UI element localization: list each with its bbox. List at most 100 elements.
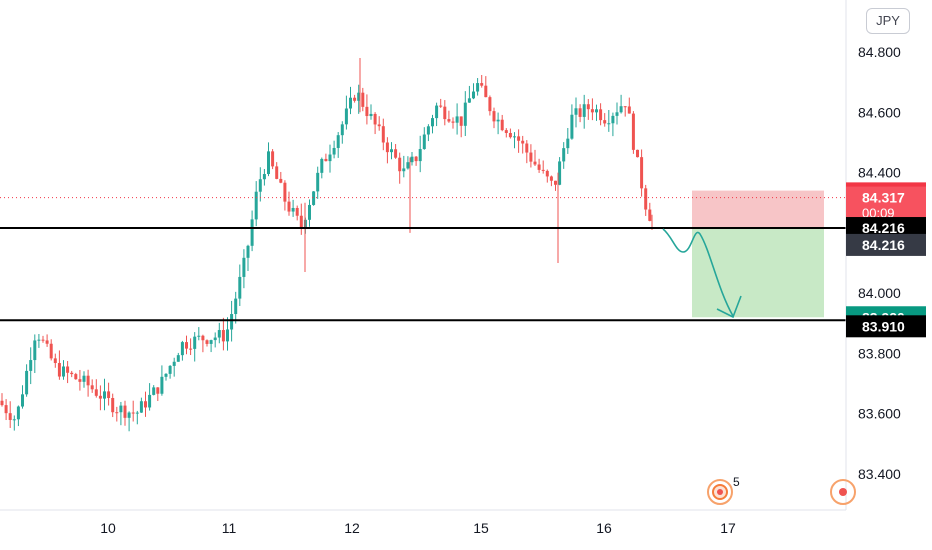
candle-body xyxy=(615,112,619,116)
candle-body xyxy=(94,389,98,396)
candle-body xyxy=(37,339,41,341)
candle-body xyxy=(320,158,324,173)
candle-body xyxy=(172,361,176,366)
candle-body xyxy=(295,207,299,216)
candle-body xyxy=(49,343,53,359)
candle-body xyxy=(463,102,467,126)
candle-body xyxy=(500,119,504,131)
candle-body xyxy=(631,113,635,150)
candle-body xyxy=(496,119,500,122)
candle-body xyxy=(541,169,545,171)
price-badge-label: 83.910 xyxy=(862,318,905,334)
candle-body xyxy=(627,106,631,114)
candle-body xyxy=(611,115,615,124)
candle-body xyxy=(271,151,275,167)
candle-body xyxy=(53,358,57,364)
price-badge xyxy=(846,186,926,223)
candle-body xyxy=(205,340,209,344)
candle-body xyxy=(279,178,283,183)
price-badge-label: 84.216 xyxy=(862,237,905,253)
candle-body xyxy=(291,207,295,212)
candle-body xyxy=(185,342,188,349)
candle-body xyxy=(418,149,422,162)
candle-body xyxy=(287,201,291,212)
candle-body xyxy=(90,385,94,390)
x-tick-label: 17 xyxy=(720,520,736,536)
candle-body xyxy=(373,113,377,125)
candle-body xyxy=(562,148,566,162)
candle-body xyxy=(267,151,270,175)
candle-body xyxy=(332,147,336,155)
candle-body xyxy=(103,391,106,399)
candle-body xyxy=(488,97,492,112)
candle-body xyxy=(582,104,586,117)
candle-body xyxy=(131,412,135,414)
take-profit-zone[interactable] xyxy=(692,228,824,318)
candle-body xyxy=(447,119,451,122)
candle-body xyxy=(98,395,102,399)
candle-body xyxy=(41,339,45,341)
candle-body xyxy=(508,132,512,138)
candle-body xyxy=(25,370,29,395)
candle-body xyxy=(119,405,123,413)
stop-loss-zone[interactable] xyxy=(692,190,824,229)
candle-body xyxy=(595,109,598,113)
event-marker-partial[interactable] xyxy=(830,479,856,505)
candle-body xyxy=(168,365,172,374)
candle-body xyxy=(12,419,16,421)
candle-body xyxy=(586,104,590,110)
candle-body xyxy=(312,191,316,205)
candle-body xyxy=(603,120,607,124)
candle-body xyxy=(164,373,168,377)
candle-body xyxy=(390,149,393,153)
candle-body xyxy=(328,154,332,162)
candle-body xyxy=(623,106,627,108)
candle-body xyxy=(78,379,82,382)
candle-body xyxy=(574,108,578,115)
event-marker[interactable]: 5 xyxy=(707,475,740,505)
candle-body xyxy=(70,372,74,375)
candle-body xyxy=(16,406,20,420)
currency-button[interactable]: JPY xyxy=(866,8,910,34)
candle-body xyxy=(189,348,193,350)
candle-body xyxy=(4,405,8,414)
candle-body xyxy=(144,401,147,408)
candle-body xyxy=(234,298,238,315)
candle-body xyxy=(439,105,443,107)
candle-body xyxy=(82,375,86,382)
x-tick-label: 10 xyxy=(100,520,116,536)
candle-body xyxy=(377,124,381,127)
candle-body xyxy=(242,257,246,277)
x-tick-label: 11 xyxy=(222,520,237,536)
candle-body xyxy=(554,180,557,185)
price-badge-label: 84.317 xyxy=(862,190,905,206)
candle-body xyxy=(340,124,344,136)
y-tick-label: 83.400 xyxy=(858,466,901,482)
candle-body xyxy=(135,412,139,414)
candle-body xyxy=(517,136,521,141)
candle-body xyxy=(414,156,418,162)
candle-body xyxy=(262,174,266,180)
candle-body xyxy=(504,130,508,133)
event-marker-partial-dot xyxy=(839,488,847,496)
candle-body xyxy=(590,109,594,113)
candle-body xyxy=(221,330,225,342)
candle-body xyxy=(57,363,61,377)
y-tick-label: 84.600 xyxy=(858,104,901,120)
candle-body xyxy=(246,245,250,258)
candle-body xyxy=(324,158,328,162)
candle-body xyxy=(250,219,254,246)
candle-body xyxy=(226,329,229,342)
candle-body xyxy=(472,91,475,99)
candle-body xyxy=(353,97,357,101)
candle-body xyxy=(521,140,525,144)
candle-body xyxy=(480,83,484,86)
candle-body xyxy=(578,108,582,117)
candle-body xyxy=(607,123,611,125)
x-tick-label: 15 xyxy=(473,520,489,536)
candle-body xyxy=(111,398,115,413)
candle-body xyxy=(160,376,164,394)
candle-body xyxy=(0,400,4,406)
event-marker-partial-ring xyxy=(830,479,856,505)
